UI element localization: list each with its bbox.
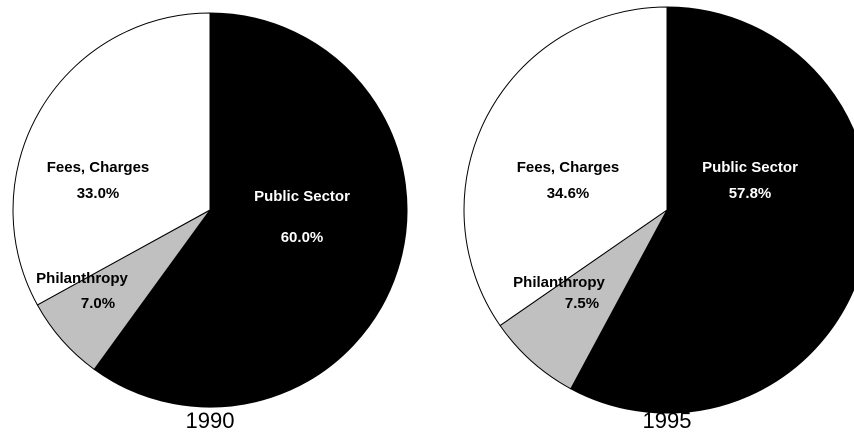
slice-label-public-sector: Public Sector xyxy=(254,188,350,205)
pie-slice-fees-charges xyxy=(12,12,211,306)
slice-value-fees-charges: 34.6% xyxy=(547,185,590,202)
pie-slice-philanthropy xyxy=(499,209,668,390)
pie-slice-public-sector xyxy=(93,12,408,408)
slice-value-philanthropy: 7.5% xyxy=(565,295,599,312)
slice-value-public-sector: 57.8% xyxy=(729,185,772,202)
slice-label-philanthropy: Philanthropy xyxy=(36,270,128,287)
pie-chart-1995: Public Sector 57.8% Philanthropy 7.5% Fees, … xyxy=(463,6,854,414)
slice-label-fees-charges: Fees, Charges xyxy=(47,159,150,176)
pie-caption-1995: 1995 xyxy=(643,408,692,432)
slice-label-philanthropy: Philanthropy xyxy=(513,274,605,291)
pie-slice-fees-charges xyxy=(463,6,668,327)
pie-chart-1990: Public Sector 60.0% Philanthropy 7.0% Fees, … xyxy=(12,12,408,408)
slice-label-fees-charges: Fees, Charges xyxy=(517,159,620,176)
slice-value-public-sector: 60.0% xyxy=(281,229,324,246)
pie-slice-public-sector xyxy=(570,6,854,414)
slice-value-philanthropy: 7.0% xyxy=(81,295,115,312)
slice-label-public-sector: Public Sector xyxy=(702,159,798,176)
slice-value-fees-charges: 33.0% xyxy=(77,185,120,202)
pie-caption-1990: 1990 xyxy=(186,408,235,432)
